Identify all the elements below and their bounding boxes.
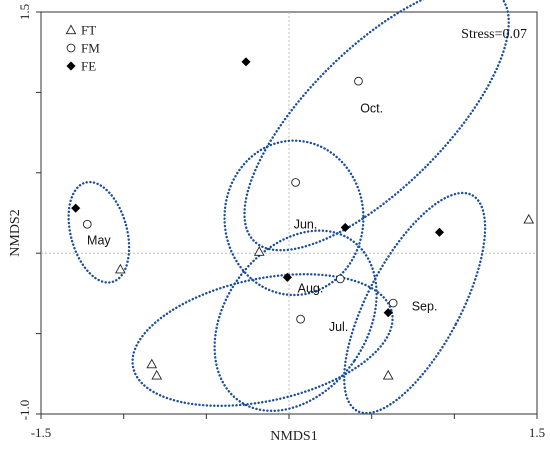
point-ft [151, 369, 163, 380]
point-ft [523, 213, 535, 224]
group-ellipse-may [67, 180, 131, 284]
group-label-jul: Jul. [329, 320, 348, 334]
group-ellipse-sep [343, 191, 487, 415]
point-fm [354, 76, 363, 86]
point-ft [382, 369, 394, 380]
point-fm [291, 178, 300, 187]
point-fm [335, 274, 345, 284]
legend-marker-ft [65, 24, 77, 35]
group-label-sep: Sep. [412, 299, 438, 313]
point-fe [383, 308, 393, 318]
legend-label-fe: FE [81, 59, 96, 74]
legend-marker-fe [66, 61, 76, 71]
x-axis-title: NMDS1 [270, 429, 317, 444]
group-ellipse-oct [243, 0, 510, 252]
point-fe [282, 272, 293, 282]
axes: -1.5 1.5 1.5 -1.0 NMDS1 NMDS2 [8, 4, 545, 444]
point-ft [114, 263, 126, 274]
point-fe [71, 203, 81, 213]
point-ft [253, 246, 265, 256]
y-tick-label: 1.5 [17, 4, 32, 20]
legend-label-fm: FM [81, 41, 100, 56]
group-label-may: May [87, 233, 111, 247]
y-tick-label: -1.0 [17, 400, 32, 421]
group-label-aug: Aug. [298, 282, 324, 296]
group-ellipse-jun [223, 139, 365, 297]
y-axis-title: NMDS2 [8, 209, 23, 256]
point-fe [340, 222, 350, 233]
legend-label-ft: FT [81, 23, 96, 38]
x-tick-label: -1.5 [31, 425, 52, 440]
group-labels: May Jun. Oct. Aug. Jul. Sep. [87, 101, 437, 334]
point-fe [434, 227, 445, 237]
group-label-jun: Jun. [294, 217, 318, 231]
group-ellipse-aug [213, 229, 378, 413]
point-fm [296, 314, 305, 324]
point-fe [241, 57, 251, 67]
point-fm [388, 298, 398, 308]
legend: FT FM FE [65, 23, 100, 74]
x-tick-label: 1.5 [529, 425, 545, 440]
stress-annotation: Stress=0.07 [461, 27, 527, 42]
zero-reference-lines [41, 12, 537, 414]
group-label-oct: Oct. [360, 101, 383, 115]
point-ft [146, 358, 158, 369]
point-fm [82, 219, 92, 229]
legend-marker-fm [66, 43, 76, 53]
data-points [71, 57, 535, 380]
group-ellipses [67, 0, 510, 415]
